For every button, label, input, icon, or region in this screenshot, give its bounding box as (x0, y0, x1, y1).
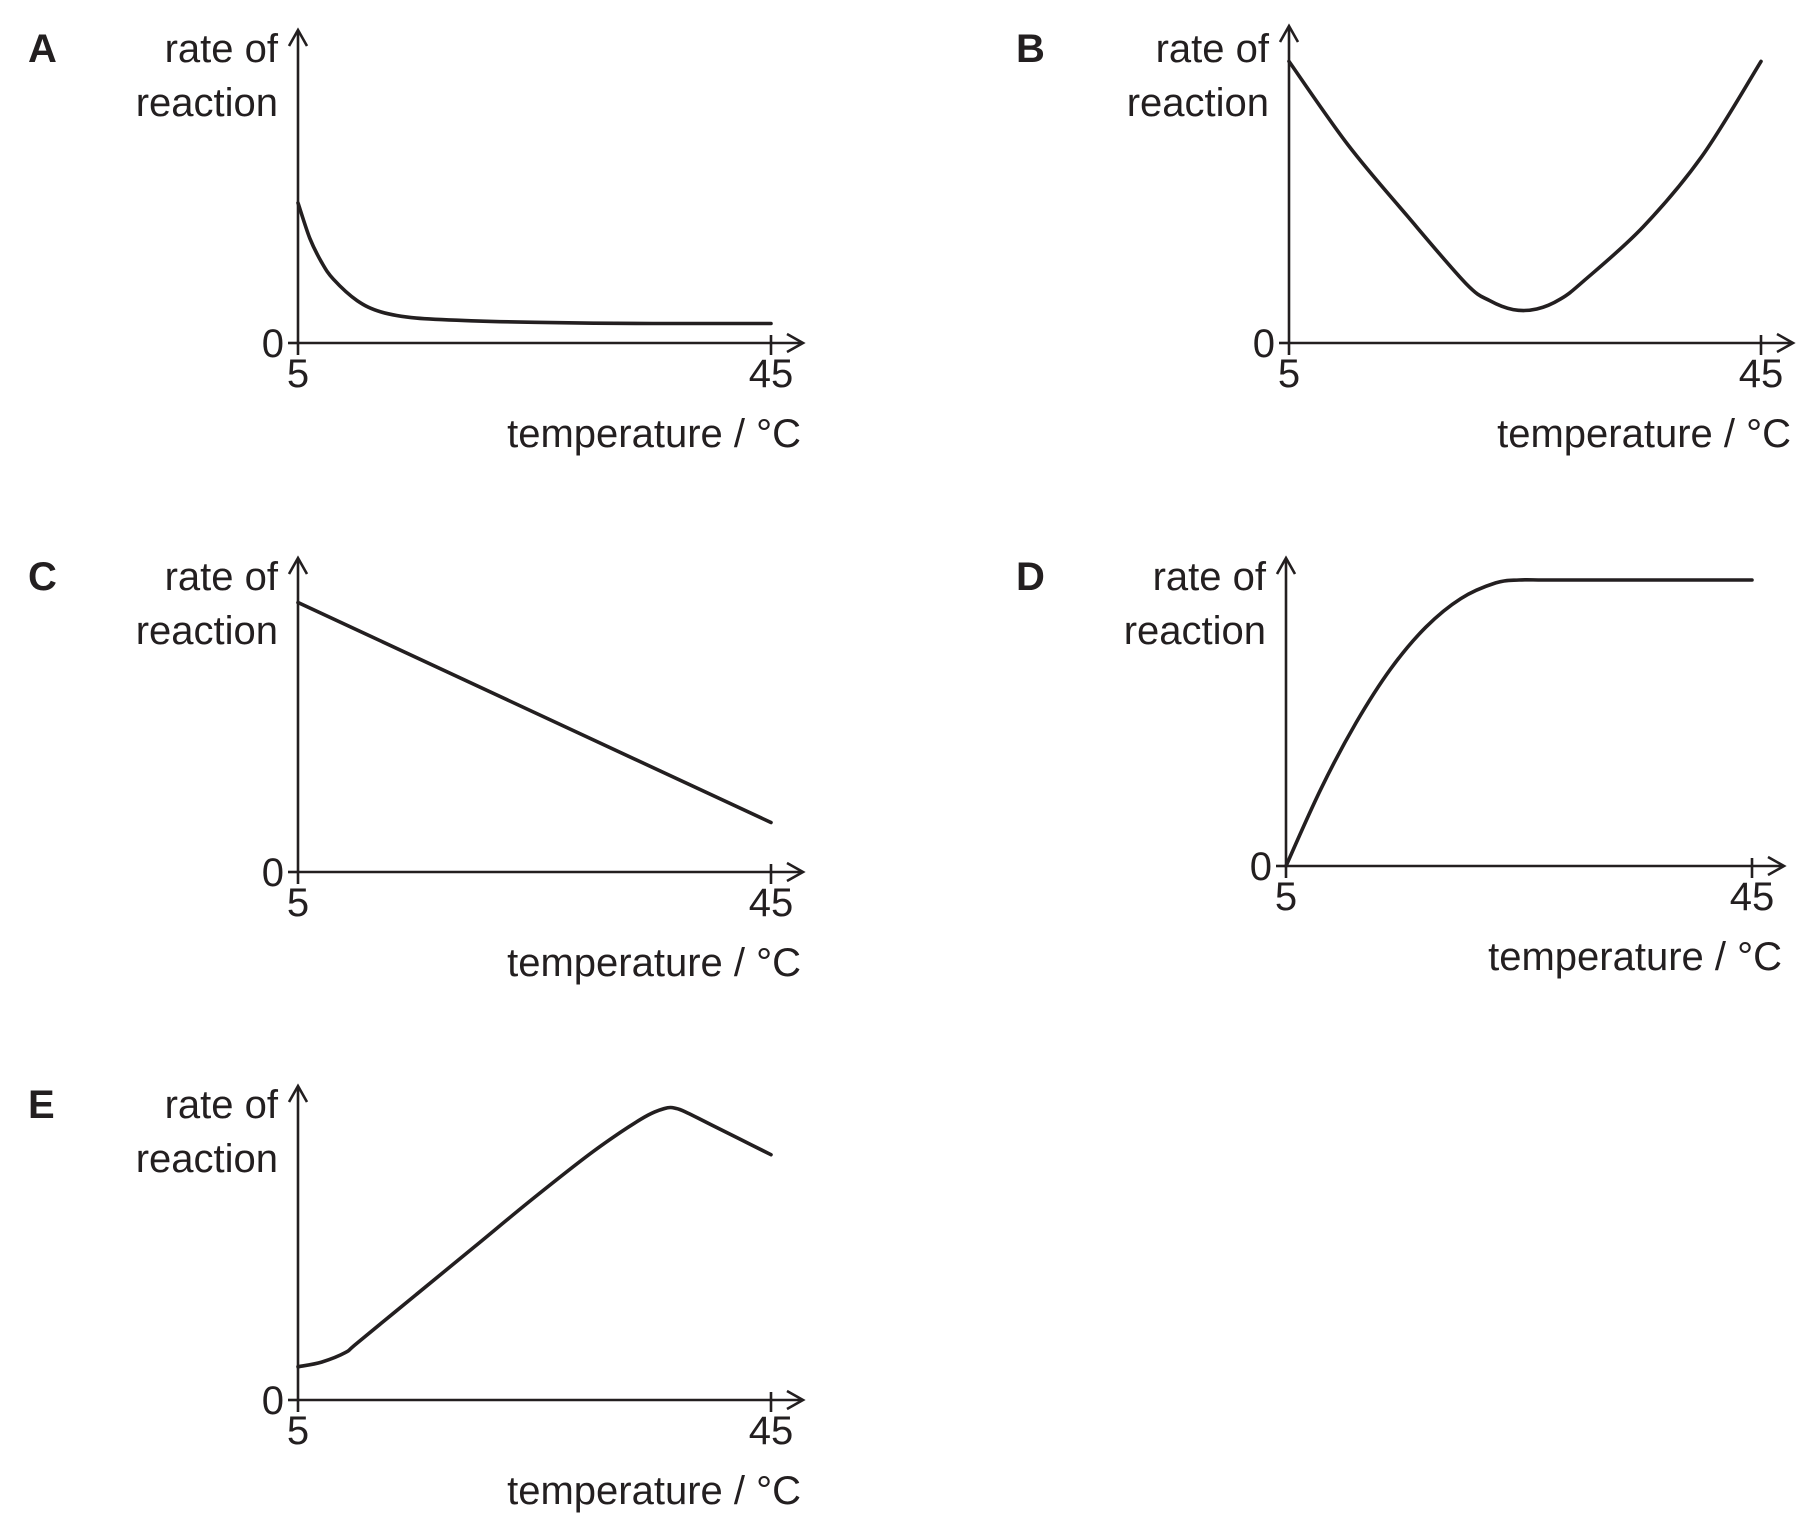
x-tick-label: 5 (1275, 875, 1297, 919)
y-tick-label: 0 (262, 1379, 284, 1423)
y-axis-label: rate of (1153, 555, 1267, 599)
panel-letter: E (28, 1083, 55, 1127)
x-axis-arrowhead (786, 1389, 806, 1411)
x-tick-label: 45 (749, 1409, 794, 1453)
y-axis-arrowhead (1278, 23, 1300, 43)
x-axis-label: temperature / °C (507, 1469, 801, 1513)
x-tick-label: 5 (287, 352, 309, 396)
x-tick-label: 5 (287, 1409, 309, 1453)
y-tick-label: 0 (1253, 322, 1275, 366)
y-tick-label: 0 (262, 322, 284, 366)
y-axis-arrowhead (1275, 555, 1297, 575)
series-line-b (1287, 59, 1763, 313)
panel-letter: A (28, 27, 57, 71)
y-axis-label: reaction (136, 1137, 278, 1181)
x-tick-label: 45 (749, 881, 794, 925)
series-line-d (1284, 577, 1754, 868)
panel-letter: C (28, 555, 57, 599)
y-axis-label: reaction (136, 609, 278, 653)
y-axis-label: rate of (165, 27, 279, 71)
y-axis-arrowhead (287, 27, 309, 47)
x-axis-arrowhead (1767, 855, 1787, 877)
x-axis-arrowhead (1776, 332, 1796, 354)
x-tick-label: 45 (1730, 875, 1775, 919)
y-axis-label: reaction (1124, 609, 1266, 653)
y-axis-label: reaction (1127, 81, 1269, 125)
x-axis-arrowhead (786, 332, 806, 354)
y-tick-label: 0 (1250, 845, 1272, 889)
x-axis-label: temperature / °C (1488, 935, 1782, 979)
x-axis-label: temperature / °C (507, 412, 801, 456)
y-axis-arrowhead (287, 1083, 309, 1103)
y-axis-arrowhead (287, 555, 309, 575)
x-tick-label: 5 (1278, 352, 1300, 396)
x-tick-label: 45 (1739, 352, 1784, 396)
x-axis-label: temperature / °C (1497, 412, 1791, 456)
series-line-c (296, 600, 773, 825)
series-line-e (296, 1105, 773, 1369)
x-axis-arrowhead (786, 861, 806, 883)
y-axis-label: rate of (1156, 27, 1270, 71)
panel-letter: D (1016, 555, 1045, 599)
series-line-a (296, 201, 773, 326)
x-tick-label: 45 (749, 352, 794, 396)
y-tick-label: 0 (262, 851, 284, 895)
x-axis-label: temperature / °C (507, 941, 801, 985)
y-axis-label: rate of (165, 555, 279, 599)
y-axis-label: reaction (136, 81, 278, 125)
x-tick-label: 5 (287, 881, 309, 925)
panel-letter: B (1016, 27, 1045, 71)
y-axis-label: rate of (165, 1083, 279, 1127)
